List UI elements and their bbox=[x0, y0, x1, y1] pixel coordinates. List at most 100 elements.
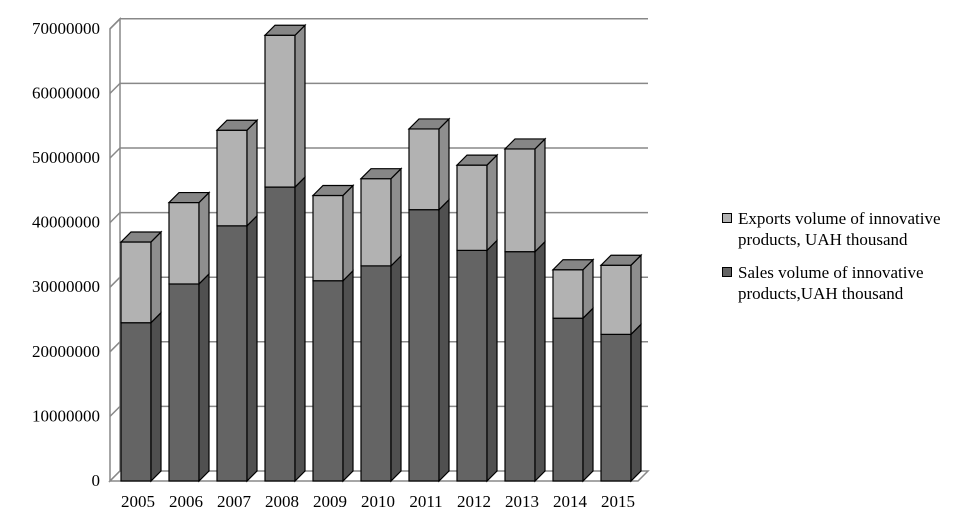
bar-front bbox=[360, 265, 392, 482]
bar-front bbox=[600, 333, 632, 482]
gridline-slant bbox=[109, 405, 121, 417]
y-tick-label: 60000000 bbox=[32, 83, 100, 102]
bar-segment-2015-exports bbox=[599, 253, 643, 336]
bar-side bbox=[294, 23, 306, 189]
bar-side bbox=[582, 306, 594, 483]
bar-segment-2014-exports bbox=[551, 258, 595, 320]
bar-segment-2009-sales bbox=[312, 269, 354, 483]
bar-side bbox=[630, 253, 642, 336]
bar-segment-2011-sales bbox=[408, 198, 450, 483]
bar-front bbox=[456, 164, 488, 251]
bar-segment-2012-sales bbox=[456, 238, 498, 483]
bar-front bbox=[552, 269, 584, 319]
bar-top bbox=[167, 191, 211, 204]
bar-front bbox=[504, 148, 536, 253]
bar-side bbox=[438, 198, 450, 483]
bar-front bbox=[456, 249, 488, 482]
bar-segment-2005-exports bbox=[119, 230, 163, 325]
bar-top bbox=[407, 118, 451, 130]
legend-label-sales: Sales volume of innovative products,UAH … bbox=[738, 263, 924, 303]
bar-side bbox=[246, 118, 258, 228]
bar-segment-2007-exports bbox=[215, 118, 259, 228]
x-axis-tick-labels: 2005 2006 2007 2008 2009 2010 2011 2012 2013 2014… bbox=[121, 492, 635, 511]
bar-top bbox=[311, 184, 355, 197]
bar-segment-2014-sales bbox=[552, 306, 594, 483]
bar-front bbox=[264, 34, 296, 188]
legend: Exports volume of innovative products, U… bbox=[722, 208, 971, 316]
bar-front bbox=[312, 194, 344, 282]
bar-side bbox=[342, 184, 354, 283]
legend-swatch-exports bbox=[722, 213, 732, 223]
bar-segment-2010-exports bbox=[359, 167, 403, 268]
bar-segment-2006-sales bbox=[168, 272, 210, 483]
x-tick-label: 2011 bbox=[409, 492, 442, 511]
legend-label-exports: Exports volume of innovative products, U… bbox=[738, 209, 941, 249]
bar-top bbox=[119, 231, 163, 243]
bar-front bbox=[312, 280, 344, 482]
y-tick-label: 0 bbox=[92, 471, 101, 490]
bar-side bbox=[390, 254, 402, 483]
y-tick-label: 30000000 bbox=[32, 277, 100, 296]
legend-item-sales: Sales volume of innovative products,UAH … bbox=[722, 262, 971, 304]
x-tick-label: 2007 bbox=[217, 492, 252, 511]
x-tick-label: 2005 bbox=[121, 492, 155, 511]
x-tick-label: 2012 bbox=[457, 492, 491, 511]
x-tick-label: 2015 bbox=[601, 492, 635, 511]
bar-segment-2015-sales bbox=[600, 322, 642, 483]
bar-side bbox=[438, 117, 450, 212]
bar-side bbox=[150, 230, 162, 325]
y-tick-label: 20000000 bbox=[32, 342, 100, 361]
y-tick-label: 40000000 bbox=[32, 213, 100, 232]
bar-side bbox=[294, 175, 306, 483]
bar-side bbox=[534, 137, 546, 254]
bar-side bbox=[486, 153, 498, 252]
bar-side bbox=[150, 311, 162, 483]
gridline-slant bbox=[109, 82, 121, 94]
bar-segment-2007-sales bbox=[216, 214, 258, 483]
bar-front bbox=[168, 283, 200, 482]
bar-front bbox=[168, 201, 200, 285]
legend-swatch-sales bbox=[722, 267, 732, 277]
gridline-slant bbox=[109, 147, 121, 159]
bar-top bbox=[359, 168, 403, 180]
gridline-slant bbox=[109, 276, 121, 288]
bar-top bbox=[551, 259, 595, 271]
bar-segment-2005-sales bbox=[120, 311, 162, 483]
bar-front bbox=[552, 317, 584, 482]
bar-front bbox=[120, 241, 152, 324]
bar-front bbox=[120, 322, 152, 482]
bar-front bbox=[408, 209, 440, 482]
bar-side bbox=[198, 272, 210, 483]
bar-segment-2009-exports bbox=[311, 184, 355, 283]
gridline-slant bbox=[109, 18, 121, 30]
bar-segment-2013-exports bbox=[503, 137, 547, 254]
gridline-slant bbox=[109, 341, 121, 353]
x-tick-label: 2009 bbox=[313, 492, 347, 511]
bar-top bbox=[599, 254, 643, 266]
bar-top bbox=[215, 119, 259, 131]
bar-segment-2011-exports bbox=[407, 117, 451, 212]
bar-front bbox=[264, 186, 296, 482]
bar-front bbox=[600, 264, 632, 335]
bar-side bbox=[390, 167, 402, 268]
x-tick-label: 2008 bbox=[265, 492, 299, 511]
y-tick-label: 70000000 bbox=[32, 19, 100, 38]
bar-side bbox=[534, 240, 546, 483]
bar-front bbox=[504, 251, 536, 482]
bar-side bbox=[198, 191, 210, 286]
bar-side bbox=[246, 214, 258, 483]
x-tick-label: 2013 bbox=[505, 492, 539, 511]
gridline-slant bbox=[109, 212, 121, 224]
bar-top bbox=[455, 154, 499, 166]
x-tick-label: 2006 bbox=[169, 492, 203, 511]
bar-segment-2006-exports bbox=[167, 191, 211, 286]
bar-side bbox=[486, 238, 498, 483]
bar-segment-2008-sales bbox=[264, 175, 306, 483]
bars bbox=[119, 23, 643, 483]
x-tick-label: 2010 bbox=[361, 492, 395, 511]
bar-front bbox=[360, 178, 392, 267]
legend-item-exports: Exports volume of innovative products, U… bbox=[722, 208, 971, 250]
x-tick-label: 2014 bbox=[553, 492, 588, 511]
y-tick-label: 10000000 bbox=[32, 406, 100, 425]
